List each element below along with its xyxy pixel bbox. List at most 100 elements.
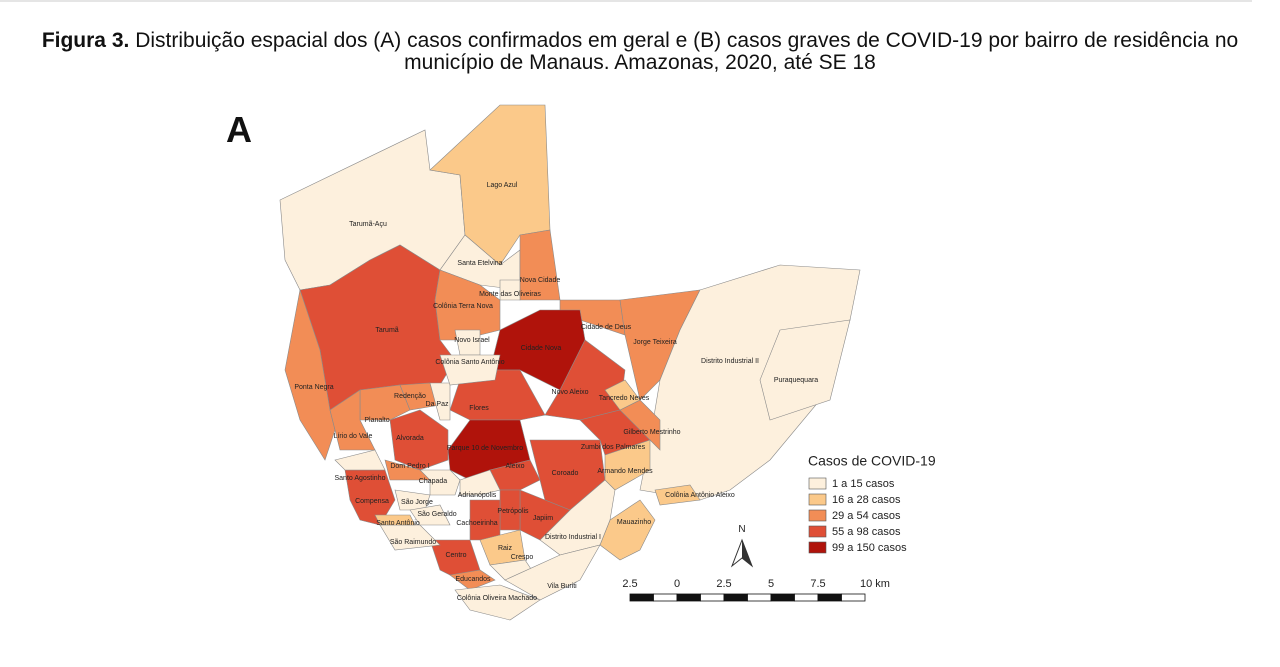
scale-segment [794, 593, 819, 602]
neighborhood-label: Cidade de Deus [581, 324, 632, 331]
scale-label: 7.5 [810, 578, 825, 590]
neighborhood-label: Tarumã [375, 327, 398, 334]
neighborhood-label: Alvorada [396, 435, 424, 442]
neighborhood-label: Japiim [533, 515, 553, 522]
scale-segment [817, 593, 842, 602]
neighborhood [519, 229, 561, 301]
neighborhood [334, 449, 386, 471]
labels: Tarumã-Açu Lago Azul Tarumã Ponta Negra Sant… [294, 182, 818, 602]
neighborhood-label: Redenção [394, 393, 426, 400]
neighborhood-label: Distrito Industrial II [701, 358, 759, 365]
neighborhood [284, 288, 336, 461]
neighborhood [454, 584, 541, 621]
top-rule [0, 0, 1252, 2]
scale-label: 10 km [860, 578, 890, 590]
neighborhood-label: Armando Mendes [597, 468, 653, 475]
legend-label: 99 a 150 casos [832, 542, 907, 554]
neighborhood-label: Santo Antônio [376, 520, 420, 527]
neighborhood-label: Santa Etelvina [457, 260, 502, 267]
neighborhood [429, 382, 451, 421]
legend-swatch [808, 509, 827, 522]
scale-label: 2.5 [622, 578, 637, 590]
neighborhood-label: Parque 10 de Novembro [447, 445, 523, 452]
scale-label: 0 [674, 578, 680, 590]
neighborhood [439, 354, 501, 386]
neighborhood [654, 484, 701, 506]
legend-label: 29 a 54 casos [832, 510, 901, 522]
scale-segment [676, 593, 701, 602]
north-label: N [738, 524, 745, 535]
north-arrow-shade [742, 540, 752, 566]
neighborhood-label: São Geraldo [417, 511, 456, 518]
neighborhood-label: Tancredo Neves [599, 395, 650, 402]
scale-segment [723, 593, 748, 602]
neighborhood-label: Nova Cidade [520, 277, 561, 284]
neighborhood-label: Lago Azul [487, 182, 518, 189]
caption-label: Figura 3. [41, 29, 130, 52]
neighborhood-label: Da Paz [426, 401, 449, 408]
regions [279, 104, 861, 621]
caption: Figura 3. Distribuição espacial dos (A) … [30, 30, 1250, 74]
neighborhood-label: Santo Agostinho [335, 475, 386, 482]
legend-label: 55 a 98 casos [832, 526, 901, 538]
neighborhood-label: Novo Israel [454, 337, 490, 344]
neighborhood-label: São Raimundo [390, 539, 436, 546]
neighborhood-label: Colônia Oliveira Machado [457, 595, 537, 602]
scale-segment [747, 593, 772, 602]
neighborhood-label: Gilberto Mestrinho [623, 429, 680, 436]
neighborhood-label: Zumbi dos Palmares [581, 444, 646, 451]
neighborhood [604, 379, 641, 411]
neighborhood-label: Mauazinho [617, 519, 651, 526]
neighborhood-label: Cidade Nova [521, 345, 562, 352]
neighborhood [389, 409, 449, 471]
neighborhood [559, 299, 626, 336]
neighborhood-label: Lírio do Vale [334, 433, 373, 440]
neighborhood [504, 544, 601, 601]
neighborhood-label: Distrito Industrial I [545, 534, 601, 541]
neighborhood-label: Aleixo [505, 463, 524, 470]
neighborhood-label: Cachoeirinha [456, 520, 497, 527]
neighborhood-label: Tarumã-Açu [349, 221, 387, 228]
neighborhood-label: Petrópolis [497, 508, 529, 515]
scale-segment [700, 593, 725, 602]
scale-label: 2.5 [716, 578, 731, 590]
neighborhood [459, 469, 501, 496]
neighborhood-label: Crespo [511, 554, 534, 561]
neighborhood-label: Chapada [419, 478, 448, 485]
neighborhood [604, 439, 651, 491]
neighborhood [374, 514, 416, 526]
legend: Casos de COVID-19 1 a 15 casos 16 a 28 ca… [808, 453, 936, 554]
neighborhood [759, 319, 851, 421]
legend-swatch [808, 541, 827, 554]
neighborhood-label: Raiz [498, 545, 513, 552]
neighborhood [409, 504, 451, 526]
neighborhood-label: Adrianópolis [458, 492, 497, 499]
scale-segment [653, 593, 678, 602]
neighborhood [419, 469, 461, 496]
scale-segment [841, 593, 866, 602]
legend-label: 1 a 15 casos [832, 478, 895, 490]
legend-swatch [808, 477, 827, 490]
scale-segment [770, 593, 795, 602]
neighborhood [449, 569, 496, 591]
scale-label: 5 [768, 578, 774, 590]
neighborhood-label: Jorge Teixeira [633, 339, 677, 346]
neighborhood [499, 279, 521, 301]
neighborhood [379, 524, 441, 551]
neighborhood-label: Colônia Santo Antônio [435, 359, 504, 366]
neighborhood-label: Flores [469, 405, 489, 412]
neighborhood-label: Educandos [455, 576, 491, 583]
panel-label: A [226, 109, 252, 150]
neighborhood-label: Colônia Terra Nova [433, 303, 493, 310]
neighborhood [539, 479, 616, 556]
neighborhood-label: Dom Pedro I [390, 463, 429, 470]
legend-swatch [808, 493, 827, 506]
neighborhood-label: Novo Aleixo [552, 389, 589, 396]
neighborhood-label: Monte das Oliveiras [479, 291, 541, 298]
neighborhood-label: Coroado [552, 470, 579, 477]
neighborhood-label: Planalto [364, 417, 389, 424]
scale-bar: 2.5 0 2.5 5 7.5 10 km [622, 578, 890, 602]
scale-segment [629, 593, 654, 602]
neighborhood-label: São Jorge [401, 499, 433, 506]
